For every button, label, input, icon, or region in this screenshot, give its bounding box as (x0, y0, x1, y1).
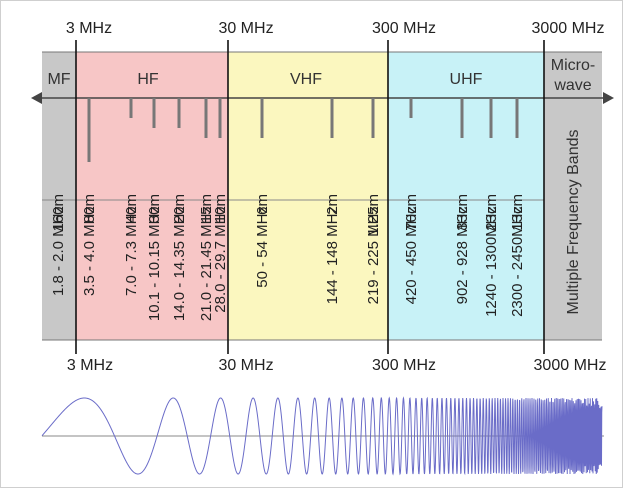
wavelength-label-70cm: 70cm (403, 194, 420, 231)
wavelength-label-15m: 15m (198, 194, 215, 223)
axis-arrow-left-icon (31, 92, 42, 104)
frequency-range-label-10m: 28.0 - 29.7 MHz (212, 206, 229, 313)
band-label-vhf: VHF (290, 71, 322, 88)
axis-arrow-right-icon (603, 92, 614, 104)
band-label-microwave-line2: wave (553, 77, 591, 94)
wavelength-label-20m: 20m (171, 194, 188, 223)
hf-band-region (76, 52, 228, 340)
frequency-range-label-80m: 3.5 - 4.0 MHz (81, 206, 98, 296)
wavelength-label-10m: 10m (212, 194, 229, 223)
wavelength-label-2m: 2m (324, 194, 341, 215)
frequency-range-label-30m: 10.1 - 10.15 MHz (146, 206, 163, 321)
band-label-microwave-line1: Micro- (551, 57, 595, 74)
microwave-band-region (544, 52, 602, 340)
frequency-range-label-160m: 1.8 - 2.0 MHz (50, 206, 67, 296)
frequency-range-label-23cm: 1240 - 1300MHz (483, 206, 500, 317)
wavelength-label-6m: 6m (254, 194, 271, 215)
freq-label-bottom-3mhz: 3 MHz (67, 357, 113, 374)
band-label-uhf: UHF (450, 71, 483, 88)
frequency-range-label-40m: 7.0 - 7.3 MHz (123, 206, 140, 296)
wavelength-label-13cm: 13cm (509, 194, 526, 231)
frequency-range-label-33cm: 902 - 928 MHz (454, 206, 471, 304)
wavelength-label-80m: 80m (81, 194, 98, 223)
freq-label-top-3mhz: 3 MHz (66, 20, 112, 37)
frequency-range-label-20m: 14.0 - 14.35 MHz (171, 206, 188, 321)
freq-label-bottom-3000mhz: 3000 MHz (534, 357, 607, 374)
frequency-range-label-6m: 50 - 54 MHz (254, 206, 271, 288)
wavelength-label-23cm: 23cm (483, 194, 500, 231)
freq-label-top-30mhz: 30 MHz (218, 20, 273, 37)
frequency-range-label-15m: 21.0 - 21.45 MHz (198, 206, 215, 321)
wavelength-label-33cm: 33cm (454, 194, 471, 231)
frequency-range-label-2m: 144 - 148 MHz (324, 206, 341, 304)
wavelength-label-1.25m: 1.25m (365, 194, 382, 236)
wavelength-label-30m: 30m (146, 194, 163, 223)
frequency-range-label-13cm: 2300 - 2450MHz (509, 206, 526, 317)
frequency-range-label-70cm: 420 - 450 MHz (403, 206, 420, 304)
wavelength-label-160m: 160m (50, 194, 67, 232)
freq-label-top-300mhz: 300 MHz (372, 20, 436, 37)
freq-label-bottom-30mhz: 30 MHz (218, 357, 273, 374)
band-label-hf: HF (137, 71, 159, 88)
vhf-band-region (228, 52, 388, 340)
frequency-range-label-1.25m: 219 - 225 MHz (365, 206, 382, 304)
mf-band-region (42, 52, 76, 340)
wavelength-label-40m: 40m (123, 194, 140, 223)
freq-label-bottom-300mhz: 300 MHz (372, 357, 436, 374)
band-label-mf: MF (47, 71, 70, 88)
freq-label-top-3000mhz: 3000 MHz (532, 20, 605, 37)
multiple-frequency-bands-label: Multiple Frequency Bands (565, 130, 582, 315)
chirp-wave-illustration (41, 396, 603, 476)
